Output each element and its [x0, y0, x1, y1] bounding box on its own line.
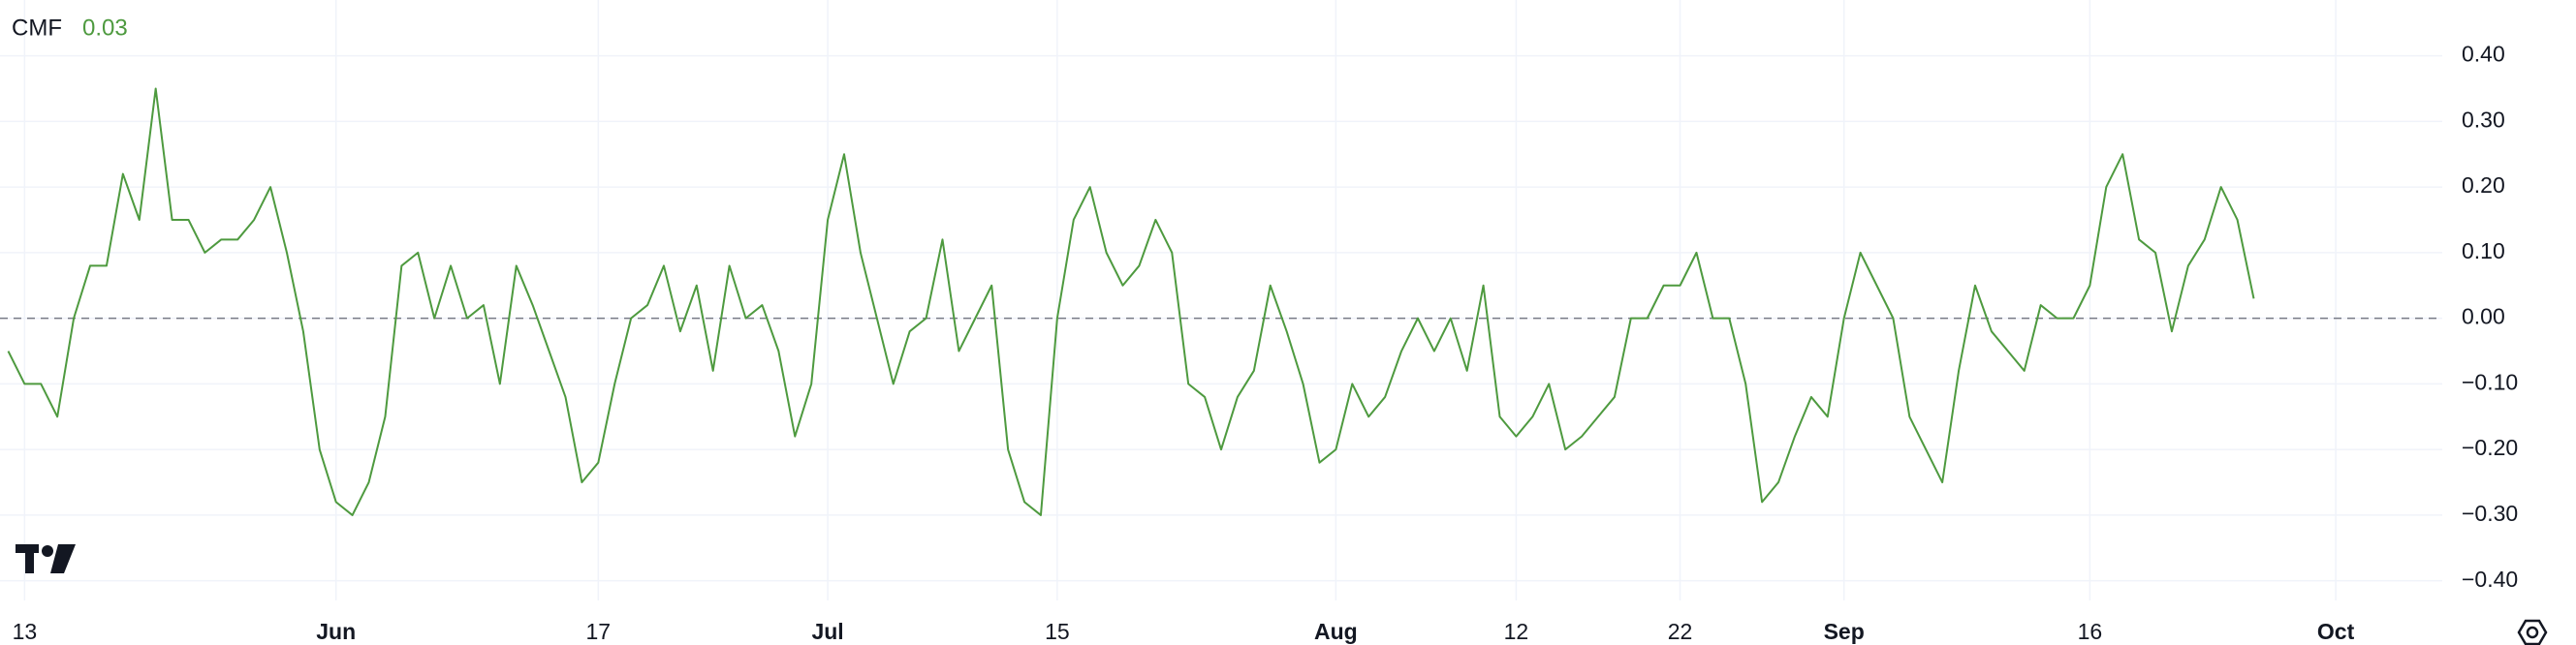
y-tick-label: −0.40 — [2462, 567, 2518, 592]
y-tick-label: −0.20 — [2462, 435, 2518, 460]
x-tick-label: Jul — [811, 619, 843, 644]
y-tick-label: 0.00 — [2462, 304, 2505, 329]
x-tick-label: 17 — [586, 619, 612, 644]
settings-icon[interactable] — [2517, 619, 2548, 645]
x-tick-label: 15 — [1045, 619, 1070, 644]
x-tick-label: Aug — [1314, 619, 1358, 644]
x-tick-label: Oct — [2317, 619, 2355, 644]
x-tick-label: Jun — [316, 619, 356, 644]
current-value: 0.03 — [82, 15, 128, 41]
x-tick-label: 16 — [2078, 619, 2103, 644]
y-tick-label: −0.30 — [2462, 501, 2518, 526]
y-tick-label: 0.20 — [2462, 172, 2505, 198]
axes: 0.40 0.30 0.20 0.10 0.00 −0.10 −0.20 −0.30 −0.40… — [13, 42, 2519, 644]
x-tick-label: 12 — [1504, 619, 1529, 644]
x-tick-label: 22 — [1668, 619, 1693, 644]
y-tick-label: −0.10 — [2462, 369, 2518, 394]
logo — [16, 544, 76, 573]
y-tick-label: 0.10 — [2462, 238, 2505, 263]
indicator-name: CMF — [12, 15, 62, 41]
x-tick-label: Sep — [1824, 619, 1865, 644]
y-tick-label: 0.40 — [2462, 42, 2505, 67]
x-tick-label: 13 — [13, 619, 38, 644]
y-tick-label: 0.30 — [2462, 107, 2505, 132]
cmf-line — [7, 87, 2255, 516]
plot — [0, 87, 2442, 516]
